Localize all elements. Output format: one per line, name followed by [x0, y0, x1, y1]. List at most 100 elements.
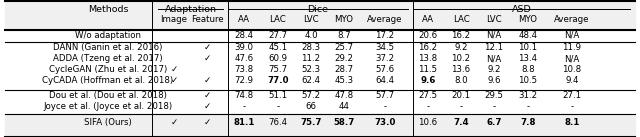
Text: 13.8: 13.8: [419, 54, 438, 63]
Text: N/A: N/A: [486, 54, 502, 63]
Text: 45.1: 45.1: [268, 43, 287, 52]
Text: 27.7: 27.7: [268, 31, 287, 40]
Text: 20.1: 20.1: [451, 91, 470, 100]
Text: -: -: [527, 102, 529, 111]
Text: 29.2: 29.2: [335, 54, 353, 63]
Text: 10.8: 10.8: [563, 65, 582, 74]
Text: ✓: ✓: [204, 118, 211, 127]
Text: 45.3: 45.3: [335, 76, 353, 85]
Text: ADDA (Tzeng et al. 2017): ADDA (Tzeng et al. 2017): [53, 54, 163, 63]
Text: 75.7: 75.7: [300, 118, 322, 127]
Text: AA: AA: [238, 15, 250, 24]
Text: 72.9: 72.9: [234, 76, 253, 85]
Text: 39.0: 39.0: [234, 43, 253, 52]
Text: 62.4: 62.4: [301, 76, 321, 85]
Text: 12.1: 12.1: [484, 43, 504, 52]
Text: N/A: N/A: [486, 31, 502, 40]
Text: 73.8: 73.8: [234, 65, 253, 74]
Text: 57.7: 57.7: [376, 91, 395, 100]
Text: 73.0: 73.0: [374, 118, 396, 127]
Text: MYO: MYO: [518, 15, 538, 24]
Text: 7.8: 7.8: [520, 118, 536, 127]
Text: LVC: LVC: [303, 15, 319, 24]
Text: Joyce et al. (Joyce et al. 2018): Joyce et al. (Joyce et al. 2018): [44, 102, 173, 111]
Text: 27.1: 27.1: [563, 91, 582, 100]
Text: -: -: [276, 102, 280, 111]
Text: 9.2: 9.2: [487, 65, 500, 74]
Text: Methods: Methods: [88, 5, 128, 15]
Text: CyCADA (Hoffman et al. 2018): CyCADA (Hoffman et al. 2018): [42, 76, 173, 85]
Text: 13.6: 13.6: [451, 65, 470, 74]
Text: W/o adaptation: W/o adaptation: [75, 31, 141, 40]
Text: 10.1: 10.1: [518, 43, 538, 52]
Text: 10.5: 10.5: [518, 76, 538, 85]
Text: ✓: ✓: [204, 91, 211, 100]
Text: 58.7: 58.7: [333, 118, 355, 127]
Text: Average: Average: [367, 15, 403, 24]
Text: -: -: [460, 102, 463, 111]
Text: 25.7: 25.7: [335, 43, 353, 52]
Text: Adaptation: Adaptation: [164, 5, 216, 15]
Text: 48.4: 48.4: [518, 31, 538, 40]
Text: ✓: ✓: [204, 76, 211, 85]
Text: 60.9: 60.9: [269, 54, 287, 63]
Text: SIFA (Ours): SIFA (Ours): [84, 118, 132, 127]
Text: 81.1: 81.1: [234, 118, 255, 127]
Text: 52.3: 52.3: [301, 65, 321, 74]
Text: LAC: LAC: [452, 15, 469, 24]
Text: 10.6: 10.6: [419, 118, 438, 127]
Text: ✓: ✓: [170, 118, 178, 127]
Text: 28.4: 28.4: [234, 31, 253, 40]
Text: MYO: MYO: [335, 15, 353, 24]
Text: 44: 44: [339, 102, 349, 111]
Text: 9.2: 9.2: [454, 43, 468, 52]
Text: 16.2: 16.2: [419, 43, 438, 52]
Text: 16.2: 16.2: [451, 31, 470, 40]
Text: DANN (Ganin et al. 2016): DANN (Ganin et al. 2016): [53, 43, 163, 52]
Text: Dou et al. (Dou et al. 2018): Dou et al. (Dou et al. 2018): [49, 91, 167, 100]
Text: 51.1: 51.1: [268, 91, 287, 100]
Text: ✓: ✓: [204, 54, 211, 63]
Text: N/A: N/A: [564, 54, 580, 63]
Text: -: -: [492, 102, 495, 111]
Text: ✓: ✓: [204, 43, 211, 52]
Text: 47.8: 47.8: [335, 91, 353, 100]
Text: 74.8: 74.8: [234, 91, 253, 100]
Text: Image: Image: [161, 15, 188, 24]
Text: AA: AA: [422, 15, 434, 24]
Text: 11.2: 11.2: [301, 54, 321, 63]
Text: 8.7: 8.7: [337, 31, 351, 40]
Text: 7.4: 7.4: [453, 118, 469, 127]
Text: 9.6: 9.6: [487, 76, 500, 85]
Text: N/A: N/A: [564, 31, 580, 40]
Text: ✓: ✓: [170, 76, 178, 85]
Text: 8.1: 8.1: [564, 118, 580, 127]
Text: 10.2: 10.2: [451, 54, 470, 63]
Text: 17.2: 17.2: [376, 31, 395, 40]
Text: ✓: ✓: [170, 65, 178, 74]
Text: 9.4: 9.4: [565, 76, 579, 85]
Text: 6.7: 6.7: [486, 118, 502, 127]
Text: 37.2: 37.2: [376, 54, 395, 63]
Text: 11.5: 11.5: [419, 65, 438, 74]
Text: 76.4: 76.4: [268, 118, 287, 127]
Text: 66: 66: [305, 102, 317, 111]
Bar: [5, 1, 635, 29]
Text: 34.5: 34.5: [376, 43, 395, 52]
Text: 64.4: 64.4: [376, 76, 395, 85]
Text: ✓: ✓: [204, 102, 211, 111]
Bar: [5, 113, 635, 136]
Text: 27.5: 27.5: [419, 91, 438, 100]
Text: 28.3: 28.3: [301, 43, 321, 52]
Text: 8.8: 8.8: [521, 65, 535, 74]
Text: Feature: Feature: [191, 15, 223, 24]
Text: 8.0: 8.0: [454, 76, 468, 85]
Text: 47.6: 47.6: [234, 54, 253, 63]
Text: Dice: Dice: [307, 5, 328, 15]
Text: -: -: [243, 102, 246, 111]
Text: 13.4: 13.4: [518, 54, 538, 63]
Text: 31.2: 31.2: [518, 91, 538, 100]
Text: 20.6: 20.6: [419, 31, 438, 40]
Text: 75.7: 75.7: [268, 65, 287, 74]
Text: -: -: [383, 102, 387, 111]
